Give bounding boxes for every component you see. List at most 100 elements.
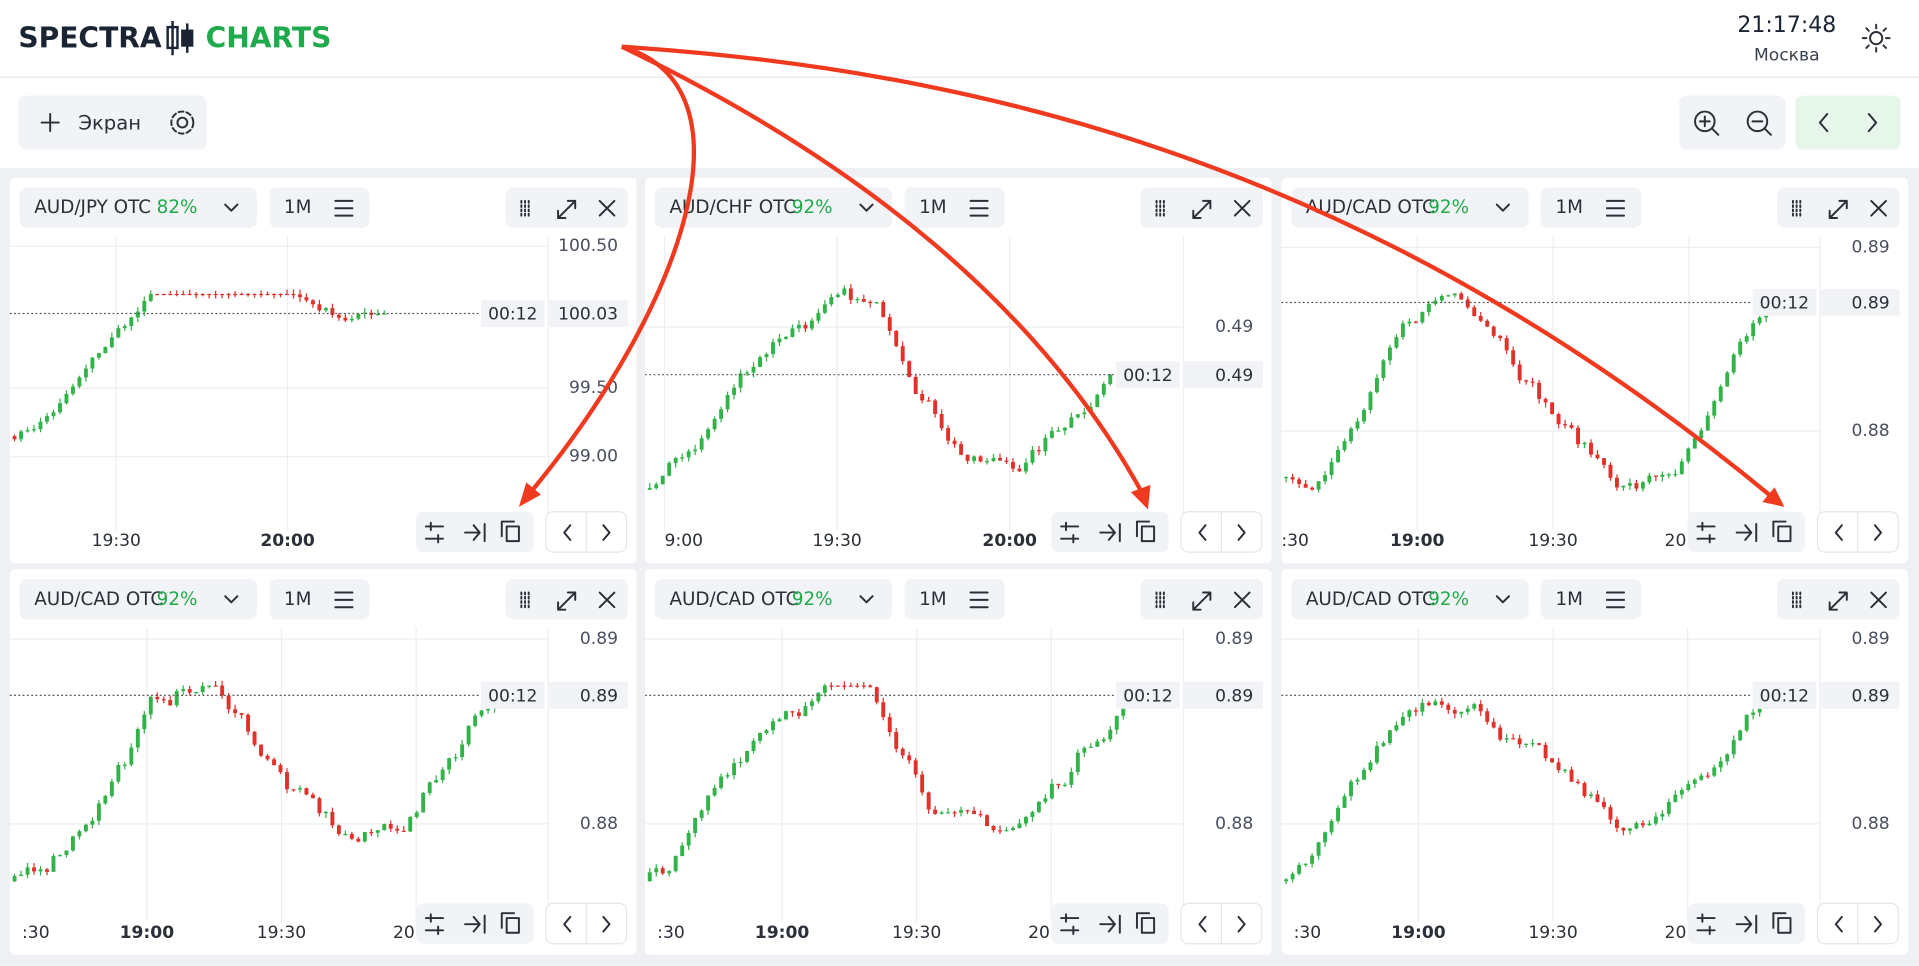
expand-icon[interactable] <box>1192 591 1212 611</box>
expand-icon[interactable] <box>1828 199 1848 220</box>
copy-button[interactable] <box>1772 912 1792 934</box>
drag-icon[interactable] <box>1155 591 1165 609</box>
copy-button[interactable] <box>500 520 520 543</box>
jump-end-button[interactable] <box>1735 914 1758 934</box>
scroll-right[interactable] <box>602 915 611 933</box>
time-label: 19:30 <box>1528 531 1577 551</box>
candle-body <box>1108 374 1113 384</box>
candle-body <box>758 733 762 741</box>
scroll-left[interactable] <box>1834 915 1843 933</box>
candle-body <box>667 871 672 874</box>
indicators-button[interactable] <box>1060 521 1080 544</box>
drag-icon[interactable] <box>1155 199 1165 217</box>
scroll-right[interactable] <box>1873 915 1883 933</box>
time-label: 19:30 <box>257 923 306 943</box>
indicators-button[interactable] <box>1696 913 1716 935</box>
arrow-head <box>1130 484 1151 510</box>
toolbar: Экран <box>18 95 1901 150</box>
theme-toggle[interactable] <box>1861 23 1891 53</box>
timeframe-selector[interactable] <box>269 579 370 620</box>
drag-icon[interactable] <box>1791 591 1802 609</box>
timeframe-selector[interactable] <box>904 187 1005 228</box>
scroll-right[interactable] <box>1237 915 1246 933</box>
scroll-right[interactable] <box>1873 524 1883 541</box>
pair-selector[interactable] <box>19 579 258 620</box>
pair-selector[interactable] <box>19 187 258 228</box>
indicators-button[interactable] <box>424 913 445 935</box>
copy-button[interactable] <box>1135 912 1156 934</box>
candle-body <box>959 444 964 455</box>
candle-body <box>19 874 24 876</box>
close-icon[interactable] <box>1870 591 1887 609</box>
expand-icon[interactable] <box>1828 591 1848 611</box>
copy-button[interactable] <box>1772 520 1792 543</box>
scroll-right[interactable] <box>1237 524 1246 541</box>
panel-actions <box>505 579 628 620</box>
pair-selector[interactable] <box>654 579 893 620</box>
close-icon[interactable] <box>1233 591 1251 609</box>
candle-body <box>1362 770 1366 780</box>
candle-body <box>1504 338 1509 351</box>
candle-body <box>1640 482 1645 489</box>
candle-body <box>1634 823 1639 829</box>
scroll-right[interactable] <box>602 524 611 541</box>
close-icon[interactable] <box>598 591 616 609</box>
close-icon[interactable] <box>1870 199 1887 217</box>
candle-body <box>1744 714 1749 731</box>
pair-selector[interactable] <box>1291 579 1529 620</box>
pair-selector[interactable] <box>654 187 893 228</box>
pair-selector[interactable] <box>1291 187 1529 228</box>
expand-icon[interactable] <box>557 591 577 611</box>
drag-icon[interactable] <box>520 591 530 609</box>
chevron-icon <box>224 203 239 212</box>
drag-icon[interactable] <box>520 199 530 217</box>
drag-icon[interactable] <box>1791 199 1802 217</box>
candle-body <box>1653 475 1658 477</box>
candle-body <box>1336 449 1340 463</box>
timeframe-selector[interactable] <box>904 579 1005 620</box>
candle-body <box>1478 316 1483 321</box>
scroll-left[interactable] <box>1198 915 1207 933</box>
copy-button[interactable] <box>1135 520 1156 543</box>
candle-body <box>473 715 478 726</box>
candle-body <box>1095 394 1100 408</box>
jump-end-button[interactable] <box>1099 914 1121 934</box>
candle-body <box>680 457 685 459</box>
scroll-left[interactable] <box>1198 524 1207 541</box>
timeframe-selector[interactable] <box>269 187 370 228</box>
expand-icon[interactable] <box>557 199 577 220</box>
nav-next[interactable] <box>1867 113 1878 133</box>
price-label: 99.00 <box>569 447 618 467</box>
timeframe-selector[interactable] <box>1540 187 1642 228</box>
candle-body <box>1712 767 1717 776</box>
settings-button[interactable] <box>170 110 195 135</box>
jump-end-button[interactable] <box>464 914 486 934</box>
expand-icon[interactable] <box>1192 199 1212 220</box>
zoom-in[interactable] <box>1694 110 1720 136</box>
candle-body <box>343 317 348 321</box>
candle-body <box>1517 364 1522 381</box>
indicators-button[interactable] <box>1696 521 1716 544</box>
candle-body <box>1342 796 1347 808</box>
candle-body <box>1686 783 1691 791</box>
candle-body <box>1673 794 1678 802</box>
indicators-button[interactable] <box>424 521 445 544</box>
candle-body <box>913 760 918 775</box>
timeframe-selector[interactable] <box>1540 579 1642 620</box>
candle-body <box>952 440 957 445</box>
scroll-left[interactable] <box>563 915 572 933</box>
nav-prev[interactable] <box>1818 113 1829 133</box>
add-screen-button[interactable] <box>18 95 207 150</box>
indicators-button[interactable] <box>1060 913 1080 935</box>
close-icon[interactable] <box>1233 199 1251 217</box>
candle-body <box>90 357 95 369</box>
close-icon[interactable] <box>598 199 616 217</box>
candle-body <box>796 712 801 716</box>
scroll-left[interactable] <box>1834 524 1843 541</box>
jump-end-button[interactable] <box>1099 523 1121 543</box>
scroll-left[interactable] <box>563 524 572 541</box>
jump-end-button[interactable] <box>1735 523 1758 543</box>
copy-button[interactable] <box>500 912 520 934</box>
jump-end-button[interactable] <box>464 523 486 543</box>
zoom-out[interactable] <box>1746 110 1772 136</box>
